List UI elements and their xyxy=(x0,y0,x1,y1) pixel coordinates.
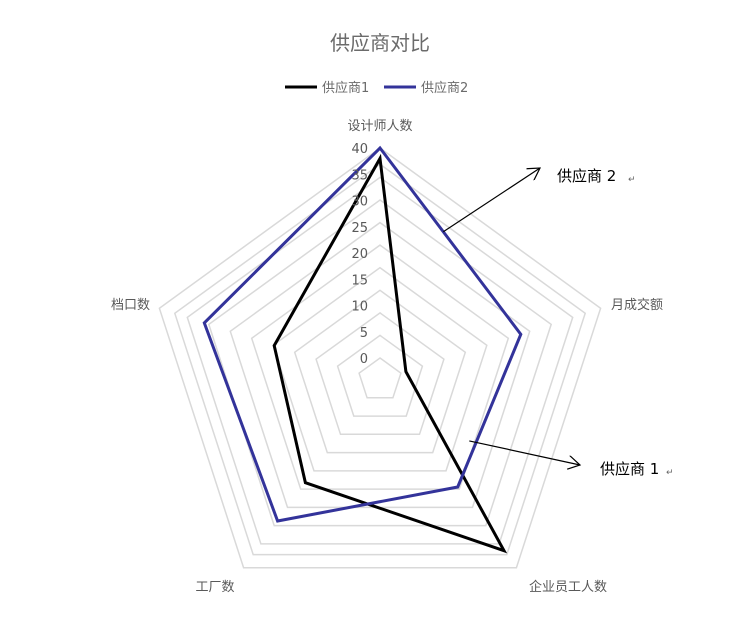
radial-tick-label-25: 25 xyxy=(351,221,368,236)
radial-tick-label-20: 20 xyxy=(351,247,368,262)
legend-label-series-2: 供应商2 xyxy=(421,80,468,96)
grid-ring-8 xyxy=(186,176,574,545)
annotation-arrows xyxy=(442,168,580,465)
radial-tick-label-15: 15 xyxy=(351,273,368,288)
axis-label-employees: 企业员工人数 xyxy=(529,579,607,595)
annotation-arrow-supplier-1 xyxy=(469,440,580,465)
annotation-label-supplier-2: 供应商 2 xyxy=(557,167,616,185)
axis-label-factories: 工厂数 xyxy=(195,580,234,595)
annotation-label-supplier-1: 供应商 1 xyxy=(600,460,659,478)
series-2-polygon xyxy=(202,145,523,523)
radial-tick-label-35: 35 xyxy=(351,168,368,183)
legend-label-series-1: 供应商1 xyxy=(322,80,369,96)
grid-ring-1 xyxy=(336,334,424,417)
radial-tick-label-0: 0 xyxy=(360,352,368,367)
radial-tick-label-10: 10 xyxy=(351,300,368,315)
radial-tick-label-5: 5 xyxy=(360,326,368,341)
radial-tick-label-40: 40 xyxy=(351,142,368,157)
chart-text: 供应商对比 供应商1 供应商2 设计师人数 月成交额 企业员工人数 工厂数 档口… xyxy=(111,31,674,595)
chart-title: 供应商对比 xyxy=(330,31,430,55)
grid-ring-4 xyxy=(272,266,488,472)
radar-grid xyxy=(158,147,602,569)
radar-series xyxy=(202,145,523,554)
annotation-mark-supplier-2: ↵ xyxy=(628,175,636,185)
grid-ring-0 xyxy=(358,357,402,399)
annotation-mark-supplier-1: ↵ xyxy=(666,468,674,478)
radial-ticks: 0 5 10 15 20 25 30 35 40 xyxy=(351,142,368,367)
axis-label-stalls: 档口数 xyxy=(111,298,150,313)
axis-label-designers: 设计师人数 xyxy=(347,119,412,134)
grid-ring-10 xyxy=(158,147,602,569)
grid-ring-9 xyxy=(173,163,587,556)
grid-ring-7 xyxy=(207,199,553,527)
legend: 供应商1 供应商2 xyxy=(285,80,468,96)
grid-ring-3 xyxy=(293,289,467,454)
grid-ring-5 xyxy=(250,244,510,490)
annotation-arrow-supplier-2 xyxy=(442,168,540,233)
axis-label-monthly-sales: 月成交额 xyxy=(611,297,663,313)
grid-ring-2 xyxy=(315,311,445,436)
series-1-polygon xyxy=(272,153,508,554)
radial-tick-label-30: 30 xyxy=(351,195,368,210)
grid-ring-6 xyxy=(229,221,531,509)
